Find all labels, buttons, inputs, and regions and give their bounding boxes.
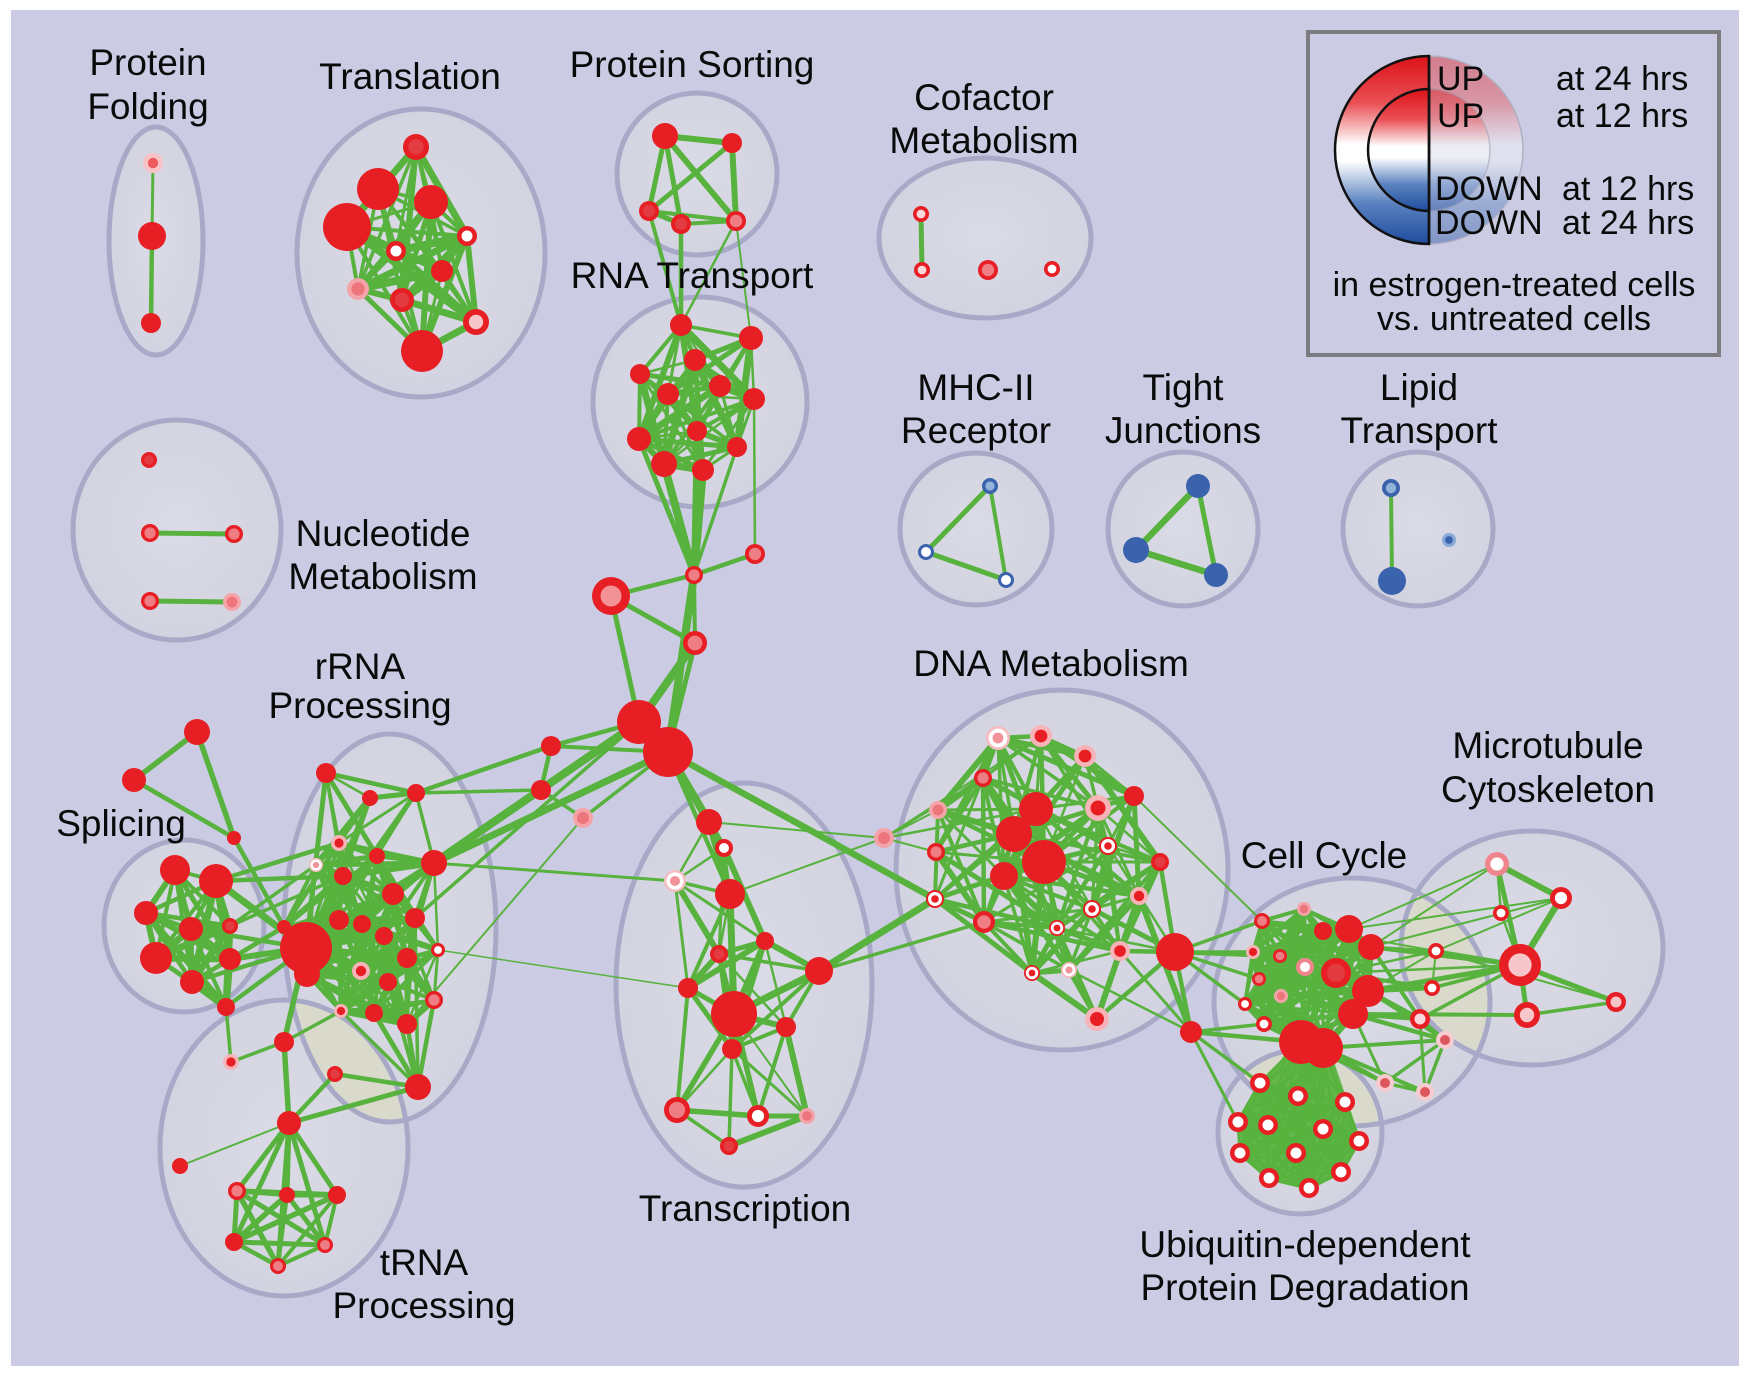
svg-text:Translation: Translation [319, 56, 501, 97]
svg-text:Nucleotide: Nucleotide [296, 513, 471, 554]
svg-text:DOWN: DOWN [1435, 204, 1543, 242]
svg-text:Transport: Transport [1341, 410, 1499, 451]
svg-text:Protein Degradation: Protein Degradation [1140, 1267, 1469, 1308]
svg-text:Processing: Processing [268, 685, 451, 726]
svg-text:UP: UP [1437, 60, 1484, 98]
svg-text:rRNA: rRNA [315, 646, 406, 687]
svg-text:Microtubule: Microtubule [1452, 725, 1643, 766]
svg-text:Cell Cycle: Cell Cycle [1241, 835, 1408, 876]
svg-text:DNA Metabolism: DNA Metabolism [913, 643, 1189, 684]
svg-text:Protein Sorting: Protein Sorting [570, 44, 815, 85]
svg-text:vs. untreated cells: vs. untreated cells [1377, 300, 1651, 338]
svg-text:MHC-II: MHC-II [917, 367, 1034, 408]
svg-text:at 12 hrs: at 12 hrs [1556, 97, 1688, 135]
svg-text:Cytoskeleton: Cytoskeleton [1441, 769, 1655, 810]
svg-text:Processing: Processing [332, 1285, 515, 1326]
svg-text:Metabolism: Metabolism [288, 556, 477, 597]
svg-text:tRNA: tRNA [380, 1242, 469, 1283]
svg-text:Protein: Protein [89, 42, 206, 83]
svg-text:Lipid: Lipid [1380, 367, 1458, 408]
svg-text:Folding: Folding [87, 86, 208, 127]
svg-text:Transcription: Transcription [639, 1188, 851, 1229]
svg-text:Receptor: Receptor [901, 410, 1051, 451]
svg-text:Ubiquitin-dependent: Ubiquitin-dependent [1139, 1224, 1471, 1265]
svg-text:Splicing: Splicing [56, 803, 186, 844]
svg-text:Tight: Tight [1143, 367, 1225, 408]
svg-text:Cofactor: Cofactor [914, 77, 1054, 118]
svg-text:DOWN: DOWN [1435, 170, 1543, 208]
svg-text:in estrogen-treated cells: in estrogen-treated cells [1333, 266, 1696, 304]
svg-text:at 12 hrs: at 12 hrs [1562, 170, 1694, 208]
svg-text:Metabolism: Metabolism [889, 120, 1078, 161]
svg-text:Junctions: Junctions [1105, 410, 1261, 451]
svg-text:at 24 hrs: at 24 hrs [1562, 204, 1694, 242]
svg-text:UP: UP [1437, 97, 1484, 135]
svg-text:at 24 hrs: at 24 hrs [1556, 60, 1688, 98]
svg-text:RNA Transport: RNA Transport [571, 255, 814, 296]
